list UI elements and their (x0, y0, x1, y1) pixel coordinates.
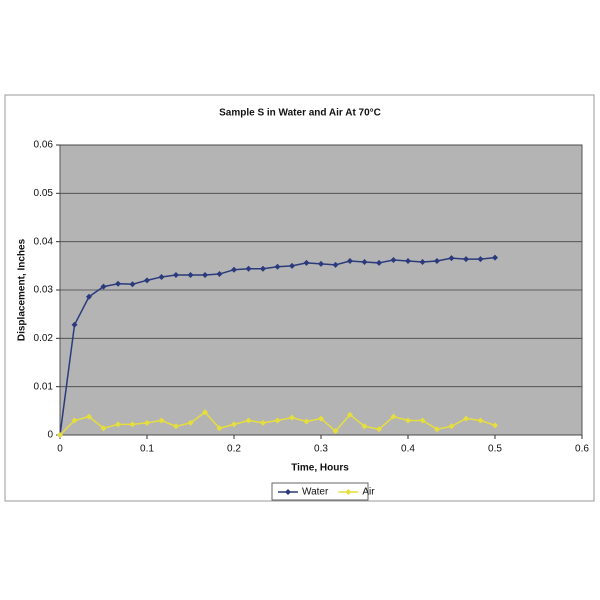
data-point (259, 265, 266, 272)
data-point (361, 423, 368, 430)
legend-label: Water (302, 487, 329, 498)
data-point (71, 417, 78, 424)
legend-marker (345, 489, 352, 495)
data-point (187, 272, 194, 279)
data-point (361, 258, 368, 265)
data-point (376, 426, 383, 433)
x-tick-label: 0.3 (314, 444, 328, 455)
data-point (405, 417, 411, 424)
data-point (318, 260, 324, 267)
data-point (303, 259, 310, 266)
data-point (274, 263, 281, 270)
legend-box (271, 482, 369, 501)
x-tick-label: 0.4 (401, 444, 415, 455)
data-point (419, 258, 426, 265)
data-point (172, 272, 179, 279)
data-point (448, 423, 455, 430)
data-point (492, 254, 498, 261)
data-point (390, 257, 397, 264)
x-tick-label: 0.5 (488, 444, 502, 455)
data-point (245, 265, 252, 272)
data-point (216, 425, 223, 432)
x-tick-label: 0 (57, 444, 63, 455)
data-point (448, 255, 455, 262)
data-point (463, 256, 470, 263)
data-point (144, 277, 150, 284)
x-axis-label: Time, Hours (291, 463, 349, 474)
x-tick-label: 0.6 (575, 444, 589, 455)
x-tick-label: 0.2 (227, 444, 241, 455)
data-point (129, 421, 136, 428)
data-point (289, 414, 296, 421)
y-tick-label: 0.02 (34, 333, 54, 344)
data-point (100, 283, 107, 290)
data-point (390, 413, 397, 420)
y-tick-label: 0.03 (34, 285, 54, 296)
data-point (158, 417, 165, 424)
data-point (405, 258, 411, 264)
data-point (376, 259, 383, 266)
data-point (492, 422, 498, 429)
data-point (303, 418, 310, 425)
data-point (346, 258, 353, 264)
y-tick-label: 0.01 (34, 381, 54, 392)
data-point (477, 256, 484, 263)
data-point (129, 281, 136, 288)
data-point (332, 261, 339, 268)
data-point (187, 419, 194, 426)
data-point (115, 280, 122, 287)
y-tick-label: 0 (47, 430, 53, 441)
data-point (85, 413, 92, 420)
data-point (158, 273, 165, 280)
data-point (289, 262, 296, 269)
data-point (172, 423, 179, 430)
data-point (477, 417, 484, 424)
data-point (115, 421, 122, 428)
data-point (57, 432, 63, 438)
data-point (433, 426, 440, 433)
data-point (202, 409, 209, 416)
data-point (332, 428, 339, 435)
chart-title: Sample S in Water and Air At 70°C (219, 108, 381, 119)
data-point (216, 271, 223, 278)
data-point (100, 425, 107, 432)
y-axis-label: Displacement, Inches (17, 238, 28, 341)
data-point (463, 415, 470, 422)
data-point (71, 321, 78, 328)
y-tick-label: 0.06 (34, 140, 54, 151)
y-tick-label: 0.05 (34, 188, 54, 199)
data-point (433, 258, 440, 264)
x-tick-label: 0.1 (140, 444, 154, 455)
legend-label: Air (362, 487, 375, 498)
data-point (245, 417, 252, 424)
data-point (318, 415, 324, 422)
data-point (231, 421, 237, 428)
legend-marker (285, 489, 291, 495)
data-point (419, 417, 426, 424)
data-point (346, 411, 353, 418)
data-point (144, 419, 150, 426)
data-point (85, 293, 92, 300)
data-point (202, 272, 209, 279)
data-point (231, 266, 237, 273)
data-point (274, 417, 281, 424)
y-tick-label: 0.04 (34, 236, 54, 247)
data-point (259, 419, 266, 426)
